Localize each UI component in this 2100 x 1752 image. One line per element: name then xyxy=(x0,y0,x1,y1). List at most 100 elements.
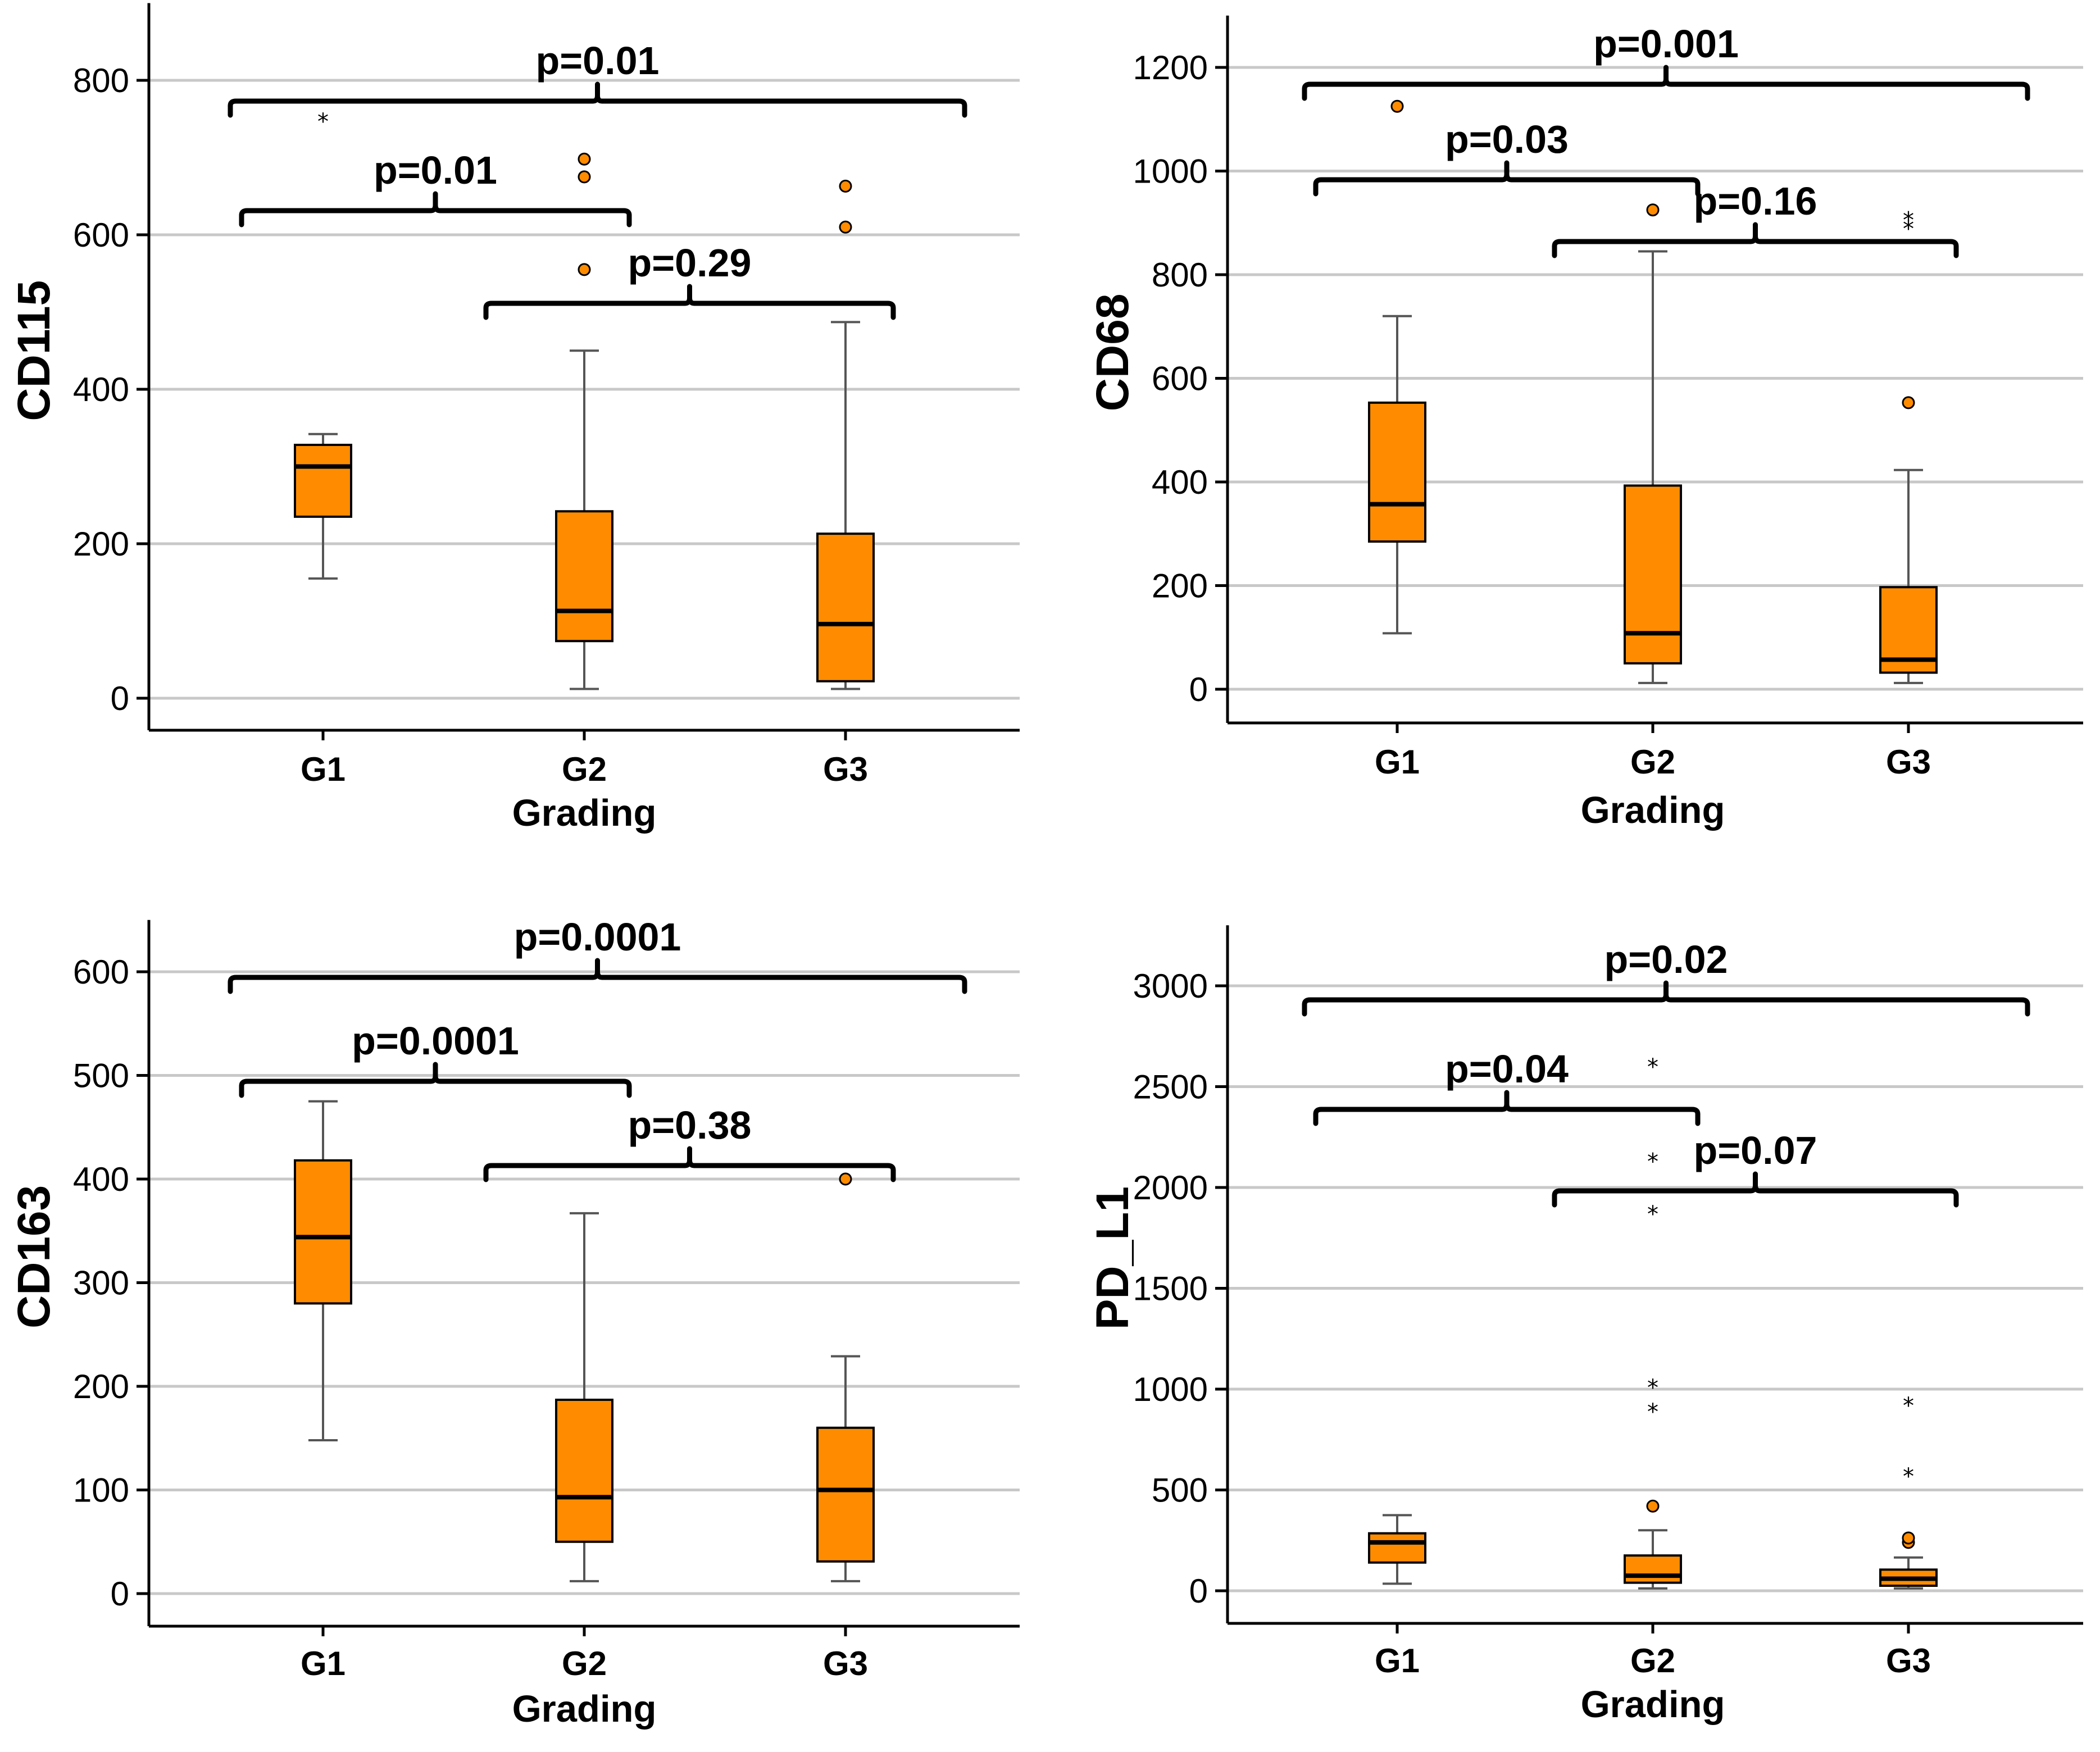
y-tick-label: 200 xyxy=(73,525,129,563)
significance-bracket xyxy=(239,191,632,227)
extreme-point: * xyxy=(1647,1054,1658,1080)
p-value-label: p=0.04 xyxy=(1445,1047,1569,1091)
iqr-box xyxy=(1624,1554,1682,1584)
y-tick-label: 100 xyxy=(73,1472,129,1509)
box-g3 xyxy=(816,1172,875,1582)
y-axis-title: CD163 xyxy=(8,1185,60,1328)
box-g2: ***** xyxy=(1624,1054,1682,1590)
box-g2 xyxy=(1624,203,1682,684)
outlier-point xyxy=(578,152,591,166)
extreme-point: * xyxy=(1647,1375,1658,1401)
y-tick-label: 1200 xyxy=(1133,49,1208,87)
outlier-point xyxy=(578,170,591,184)
box-g3 xyxy=(816,179,875,690)
y-tick-label: 400 xyxy=(73,1161,129,1198)
y-tick-label: 2500 xyxy=(1133,1068,1208,1106)
extreme-point: * xyxy=(1903,1393,1914,1419)
significance-bracket xyxy=(1552,1171,1959,1208)
extreme-point: * xyxy=(1903,1464,1914,1490)
box-g2 xyxy=(555,1212,613,1582)
y-tick-label: 0 xyxy=(1189,1572,1208,1610)
p-value-label: p=0.02 xyxy=(1604,938,1728,981)
x-tick-label: G2 xyxy=(1630,1642,1675,1680)
outlier-point xyxy=(578,263,591,276)
x-tick-label: G3 xyxy=(823,1645,868,1682)
iqr-box xyxy=(294,444,352,518)
x-tick-label: G2 xyxy=(1630,743,1675,781)
box-g1 xyxy=(1368,99,1426,635)
y-tick-label: 1000 xyxy=(1133,1371,1208,1408)
x-axis-title: Grading xyxy=(1581,789,1725,831)
significance-bracket xyxy=(483,1146,896,1182)
y-tick-label: 500 xyxy=(73,1057,129,1095)
p-value-label: p=0.01 xyxy=(536,39,660,83)
extreme-point: * xyxy=(1647,1149,1658,1175)
panel-cd163: 0 100 200 300 400 500 600 G1 G2 G3 Grading CD163 p=0… xyxy=(8,915,1020,1730)
y-axis-title: PD_L1 xyxy=(1087,1186,1138,1330)
outlier-point xyxy=(839,1172,852,1186)
y-tick-label: 600 xyxy=(1152,360,1208,398)
p-value-label: p=0.16 xyxy=(1694,179,1817,223)
significance-bracket xyxy=(228,958,967,994)
x-tick-label: G3 xyxy=(1886,1642,1931,1680)
outlier-point xyxy=(839,220,852,234)
p-value-label: p=0.01 xyxy=(374,148,497,192)
box-g3: ** xyxy=(1879,208,1938,684)
panel-cd68: 0 200 400 600 800 1000 1200 G1 G2 G3 Grading CD68 **… xyxy=(1087,15,2083,831)
iqr-box xyxy=(555,510,613,643)
outlier-point xyxy=(1902,1531,1915,1545)
extreme-point: * xyxy=(1903,208,1914,234)
y-tick-label: 2000 xyxy=(1133,1169,1208,1207)
p-value-label: p=0.07 xyxy=(1694,1128,1817,1172)
significance-bracket xyxy=(1302,65,2030,101)
box-g1: * xyxy=(294,109,352,580)
y-tick-label: 800 xyxy=(73,62,129,99)
iqr-box xyxy=(1624,484,1682,665)
y-tick-label: 500 xyxy=(1152,1472,1208,1509)
p-value-label: p=0.29 xyxy=(628,241,752,285)
x-tick-label: G3 xyxy=(1886,743,1931,781)
x-tick-label: G2 xyxy=(562,1645,607,1682)
significance-bracket xyxy=(1313,160,1701,197)
box-g2 xyxy=(555,152,613,690)
y-tick-label: 0 xyxy=(1189,671,1208,708)
significance-bracket xyxy=(1552,222,1959,258)
x-axis-title: Grading xyxy=(512,1688,657,1730)
significance-bracket xyxy=(1302,980,2030,1017)
p-value-label: p=0.0001 xyxy=(352,1019,519,1063)
y-axis-title: CD115 xyxy=(8,280,60,421)
x-tick-label: G3 xyxy=(823,750,868,788)
outlier-point xyxy=(1646,1499,1660,1513)
y-tick-label: 200 xyxy=(1152,567,1208,605)
iqr-box xyxy=(555,1398,613,1543)
extreme-point: * xyxy=(317,109,329,135)
panel-cd115: 0 200 400 600 800 G1 G2 G3 Grading CD115 * p=0.01 p=… xyxy=(8,3,1020,834)
box-g1 xyxy=(294,1100,352,1441)
y-tick-label: 300 xyxy=(73,1264,129,1302)
extreme-point: * xyxy=(1647,1399,1658,1425)
outlier-point xyxy=(839,179,852,193)
y-tick-label: 600 xyxy=(73,953,129,991)
y-tick-label: 1500 xyxy=(1133,1270,1208,1308)
p-value-label: p=0.38 xyxy=(628,1103,752,1147)
x-tick-label: G1 xyxy=(301,1645,346,1682)
outlier-point xyxy=(1646,203,1660,217)
significance-bracket xyxy=(228,81,967,118)
y-tick-label: 200 xyxy=(73,1368,129,1405)
iqr-box xyxy=(816,1426,875,1563)
y-axis-title: CD68 xyxy=(1087,294,1138,412)
y-tick-label: 600 xyxy=(73,216,129,254)
x-tick-label: G2 xyxy=(562,750,607,788)
box-g3: ** xyxy=(1879,1393,1938,1590)
x-tick-label: G1 xyxy=(1375,1642,1420,1680)
y-tick-label: 0 xyxy=(111,680,129,717)
box-g1 xyxy=(1368,1514,1426,1585)
p-value-label: p=0.0001 xyxy=(514,915,681,959)
x-axis-title: Grading xyxy=(512,792,657,834)
significance-bracket xyxy=(483,284,896,320)
x-axis-title: Grading xyxy=(1581,1683,1725,1726)
iqr-box xyxy=(1368,1532,1426,1564)
iqr-box xyxy=(816,533,875,682)
x-tick-label: G1 xyxy=(301,750,346,788)
